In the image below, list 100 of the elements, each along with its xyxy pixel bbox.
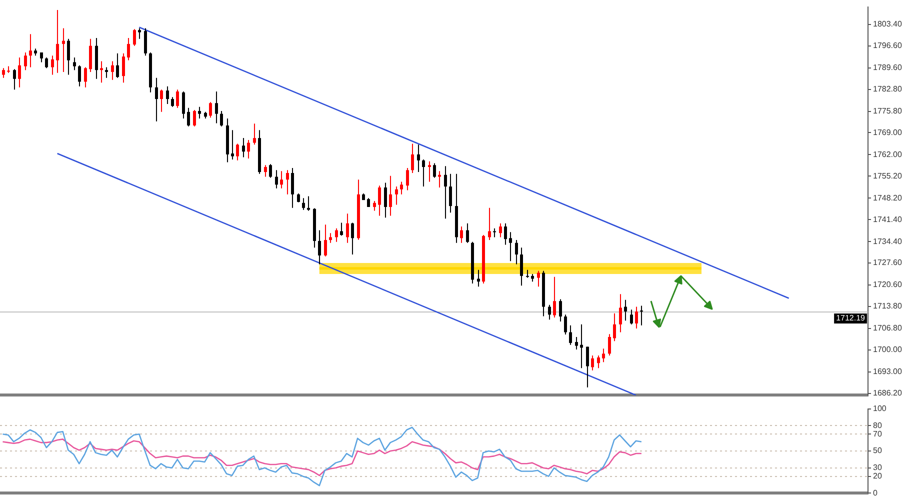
candlestick: [591, 355, 594, 371]
candlestick: [18, 56, 21, 88]
y-tick-label: 1741.40: [873, 214, 902, 224]
candlestick: [335, 228, 338, 242]
candlestick: [116, 52, 119, 78]
candlestick: [122, 52, 125, 84]
candlestick: [417, 144, 420, 173]
candlestick: [559, 298, 562, 322]
candlestick: [302, 198, 305, 210]
candlestick: [67, 38, 70, 76]
candlestick: [433, 162, 436, 178]
candlestick: [100, 60, 103, 84]
candlestick: [138, 28, 141, 40]
candlestick: [231, 130, 234, 160]
y-tick-label: 1796.60: [873, 41, 902, 50]
candlestick: [62, 28, 65, 72]
candlestick: [51, 55, 54, 76]
candlestick: [509, 232, 512, 262]
y-tick-label: 1713.80: [873, 302, 902, 311]
candlestick: [111, 60, 114, 80]
candlestick: [378, 185, 381, 216]
candlestick: [635, 306, 638, 329]
candlestick: [619, 294, 622, 333]
candlestick: [477, 269, 480, 288]
candlestick: [264, 164, 267, 178]
candlestick: [318, 230, 321, 265]
candlestick: [411, 143, 414, 174]
candlestick: [291, 167, 294, 208]
y-tick-label: 1700.00: [873, 345, 902, 354]
candlestick: [340, 222, 343, 236]
candlestick: [187, 107, 190, 127]
y-tick-label: 1782.80: [873, 84, 902, 94]
candlestick: [608, 334, 611, 356]
candlestick: [438, 170, 441, 188]
candlestick: [182, 90, 185, 120]
candlestick: [176, 89, 179, 108]
candlestick: [29, 34, 32, 68]
candlestick: [45, 56, 48, 69]
y-tick-label: 70: [873, 429, 882, 438]
candlestick: [78, 64, 81, 87]
candlestick: [215, 90, 218, 124]
candlestick: [395, 186, 398, 206]
candlestick: [564, 314, 567, 335]
candlestick: [384, 182, 387, 218]
candlestick: [193, 110, 196, 127]
y-tick-label: 100: [873, 404, 887, 414]
y-tick-label: 80: [873, 420, 882, 430]
candlestick: [597, 355, 600, 369]
y-tick-label: 1693.00: [873, 367, 902, 376]
candlestick: [280, 170, 283, 189]
candlestick: [548, 304, 551, 320]
candlestick: [307, 196, 310, 212]
y-tick-label: 1762.00: [873, 150, 902, 159]
candlestick: [422, 158, 425, 188]
y-tick-label: 1755.20: [873, 171, 902, 180]
candlestick: [198, 106, 201, 120]
candlestick: [269, 164, 272, 178]
candlestick: [428, 160, 431, 182]
candlestick: [105, 66, 108, 78]
y-tick-label: 30: [873, 463, 882, 472]
candlestick: [444, 166, 447, 220]
y-tick-label: 0: [873, 488, 878, 498]
candlestick: [526, 269, 529, 278]
candlestick: [515, 240, 518, 265]
candlestick: [602, 348, 605, 363]
ref-line-label: 1712.19: [836, 314, 866, 323]
candlestick: [640, 305, 643, 326]
y-tick-label: 1789.60: [873, 63, 902, 72]
y-tick-label: 1706.80: [873, 324, 902, 333]
candlestick: [286, 170, 289, 195]
y-tick-label: 50: [873, 446, 882, 456]
candlestick: [89, 38, 92, 72]
candlestick: [253, 123, 256, 146]
y-tick-label: 1775.80: [873, 106, 902, 116]
candlestick: [275, 170, 278, 189]
candlestick: [466, 222, 469, 244]
y-tick-label: 1803.40: [873, 20, 902, 29]
candlestick: [520, 247, 523, 286]
candlestick: [2, 68, 5, 78]
candlestick: [220, 110, 223, 127]
candlestick: [73, 56, 76, 71]
candlestick: [569, 324, 572, 346]
candlestick: [389, 175, 392, 216]
candlestick: [13, 68, 16, 90]
candlestick: [84, 66, 87, 88]
y-tick-label: 1686.20: [873, 388, 902, 398]
candlestick: [488, 207, 491, 241]
candlestick: [624, 299, 627, 322]
candlestick: [56, 9, 59, 74]
candlestick: [155, 77, 158, 122]
candlestick: [575, 336, 578, 350]
y-tick-label: 1734.40: [873, 236, 902, 246]
candlestick: [242, 138, 245, 158]
candlestick: [236, 143, 239, 161]
candlestick: [460, 226, 463, 244]
candlestick: [613, 312, 616, 342]
candlestick: [351, 222, 354, 256]
candlestick: [127, 37, 130, 61]
candlestick: [400, 181, 403, 195]
y-tick-label: 1720.60: [873, 280, 902, 290]
